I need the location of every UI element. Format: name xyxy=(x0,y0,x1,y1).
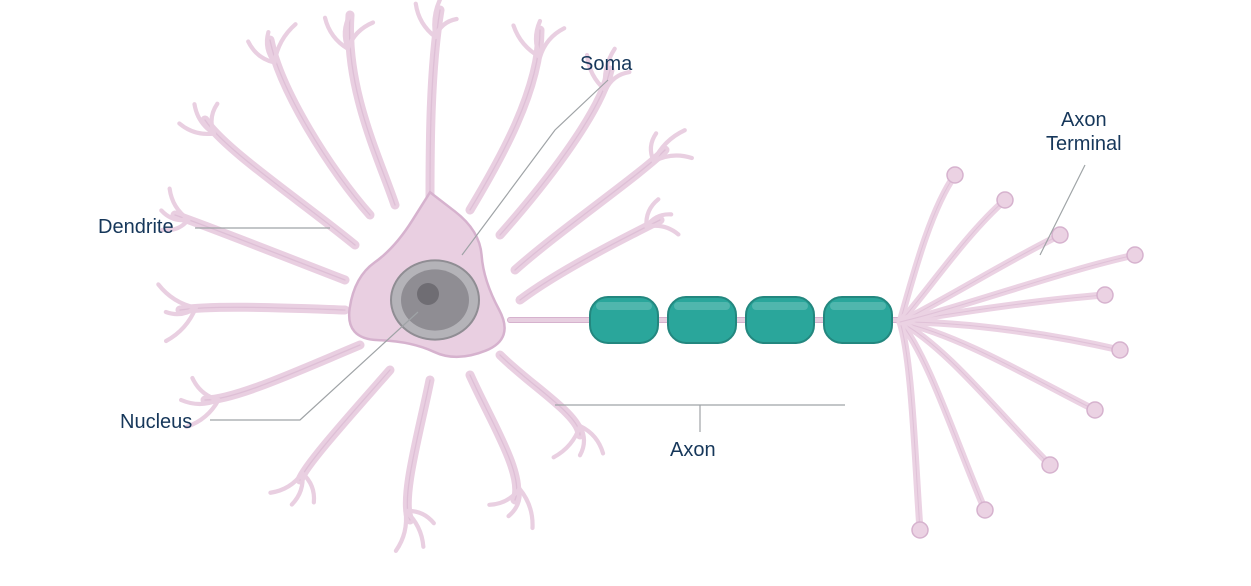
label-nucleus: Nucleus xyxy=(120,410,192,434)
label-soma: Soma xyxy=(580,52,632,76)
label-axon: Axon xyxy=(670,438,716,462)
label-dendrite: Dendrite xyxy=(98,215,174,239)
nucleus xyxy=(391,260,479,339)
neuron-svg xyxy=(0,0,1251,586)
label-axon-terminal: Axon Terminal xyxy=(1046,108,1122,156)
neuron-diagram: Dendrite Nucleus Soma Axon Axon Terminal xyxy=(0,0,1251,586)
soma-leader xyxy=(462,80,608,255)
axon-terminals xyxy=(900,167,1143,538)
